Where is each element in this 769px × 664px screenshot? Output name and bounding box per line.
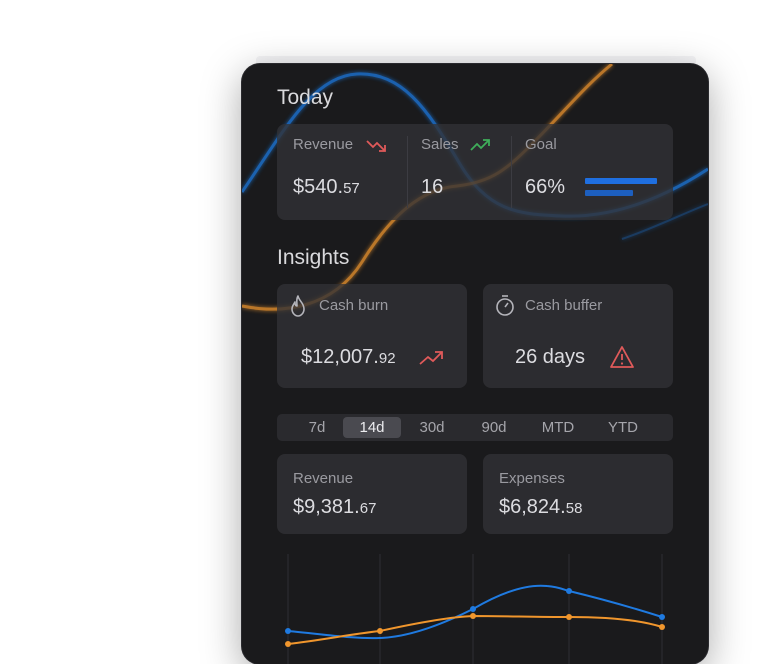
trend-up-icon [470, 139, 490, 151]
period-tabs: 7d 14d 30d 90d MTD YTD [277, 414, 673, 441]
summary-expenses-value: $6,824.58 [499, 496, 583, 518]
trend-down-icon [366, 140, 386, 152]
expenses-trend-line [287, 614, 663, 645]
summary-revenue-label: Revenue [293, 470, 354, 487]
tab-14d[interactable]: 14d [343, 417, 401, 438]
today-divider-1 [407, 136, 408, 208]
flame-icon [291, 295, 305, 317]
sales-label: Sales [421, 136, 459, 153]
insights-title: Insights [277, 246, 350, 269]
today-divider-2 [511, 136, 512, 208]
revenue-label: Revenue [293, 136, 354, 153]
tab-7d[interactable]: 7d [308, 419, 326, 436]
summary-expenses-label: Expenses [499, 470, 565, 487]
expenses-point [470, 613, 476, 619]
expenses-point [377, 628, 383, 634]
goal-label: Goal [525, 136, 557, 153]
expenses-point [285, 641, 291, 647]
expenses-point [566, 614, 572, 620]
goal-value: 66% [525, 176, 566, 198]
summary-expenses-card[interactable]: Expenses $6,824.58 [483, 454, 673, 534]
tab-mtd[interactable]: MTD [541, 419, 575, 436]
cash-burn-label: Cash burn [319, 297, 389, 314]
revenue-point [285, 628, 291, 634]
cash-buffer-value: 26 days [515, 346, 586, 368]
today-title: Today [277, 86, 334, 109]
cash-burn-card[interactable]: Cash burn $12,007.92 [277, 284, 467, 388]
expenses-point [659, 624, 665, 630]
revenue-point [470, 606, 476, 612]
revenue-point [566, 588, 572, 594]
goal-progress-bar-secondary [585, 190, 633, 196]
revenue-value: $540.57 [293, 176, 360, 198]
cash-buffer-card[interactable]: Cash buffer 26 days [483, 284, 673, 388]
tab-90d[interactable]: 90d [481, 419, 507, 436]
tab-30d[interactable]: 30d [419, 419, 445, 436]
cash-buffer-label: Cash buffer [525, 297, 603, 314]
revenue-point [659, 614, 665, 620]
sales-value: 16 [421, 176, 444, 198]
tab-ytd[interactable]: YTD [608, 419, 638, 436]
trend-chart [285, 554, 665, 664]
summary-revenue-value: $9,381.67 [293, 496, 377, 518]
cash-burn-value: $12,007.92 [301, 346, 396, 368]
revenue-trend-line [287, 584, 663, 640]
dashboard-panel: Today Revenue $540.57 Sales 16 Goal 66% … [242, 64, 708, 664]
today-card[interactable]: Revenue $540.57 Sales 16 Goal 66% [277, 124, 673, 220]
summary-revenue-card[interactable]: Revenue $9,381.67 [277, 454, 467, 534]
stopwatch-icon [496, 295, 514, 316]
goal-progress-bar [585, 178, 657, 184]
trend-up-icon [419, 351, 443, 365]
warning-icon [610, 346, 634, 368]
